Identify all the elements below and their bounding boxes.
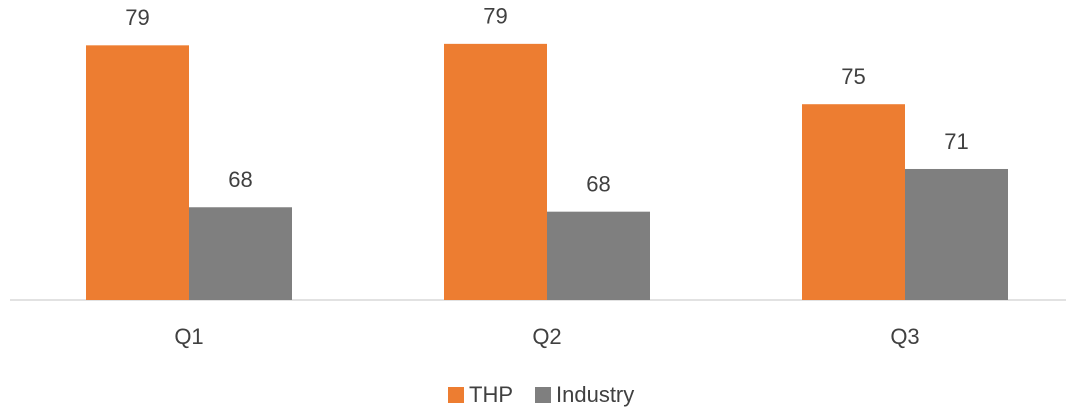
legend-label: THP <box>469 382 513 407</box>
x-tick-label: Q3 <box>890 324 919 349</box>
data-label: 68 <box>586 171 610 196</box>
data-label: 68 <box>228 167 252 192</box>
bar <box>189 207 292 300</box>
x-tick-label: Q2 <box>532 324 561 349</box>
data-label: 71 <box>944 129 968 154</box>
bar <box>444 43 547 300</box>
bar <box>86 45 189 300</box>
x-tick-label: Q1 <box>174 324 203 349</box>
bar <box>802 104 905 300</box>
data-label: 79 <box>483 4 507 29</box>
legend-swatch <box>448 387 464 403</box>
data-label: 75 <box>841 64 865 89</box>
legend-label: Industry <box>556 382 634 407</box>
bar <box>547 211 650 300</box>
bar <box>905 168 1008 300</box>
data-label: 79 <box>125 5 149 30</box>
legend-swatch <box>535 387 551 403</box>
